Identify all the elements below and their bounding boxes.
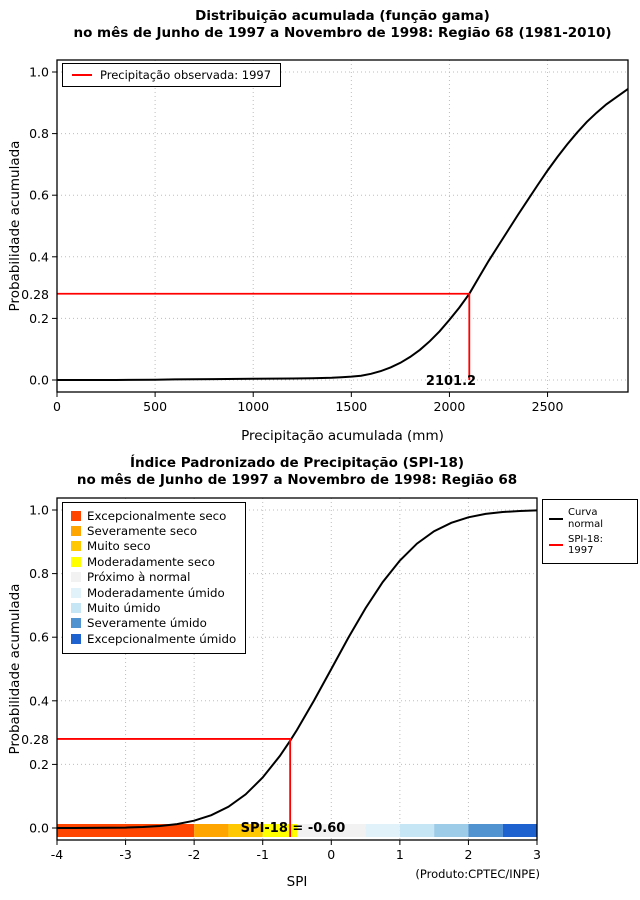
category-label: Muito seco <box>87 539 151 554</box>
plot-frame <box>56 59 629 393</box>
x-tick-label: 2 <box>464 847 472 862</box>
gamma-chart-title: Distribuição acumulada (função gama) no … <box>57 8 628 42</box>
spi-category-item: Severamente seco <box>71 523 236 538</box>
gamma-x-axis-label: Precipitação acumulada (mm) <box>241 428 444 444</box>
spi-title-line2: no mês de Junho de 1997 a Novembro de 19… <box>76 472 518 488</box>
x-tick-label: 3 <box>533 847 541 862</box>
y-tick-label: 1.0 <box>29 65 49 80</box>
category-swatch-icon <box>71 541 81 552</box>
spi-category-item: Excepcionalmente seco <box>71 508 236 523</box>
cdf-curve <box>57 88 629 381</box>
spi-category-item: Próximo à normal <box>71 570 236 585</box>
spi-line-legend: Curva normal SPI-18: 1997 <box>542 499 638 564</box>
category-label: Moderadamente úmido <box>87 585 225 600</box>
category-swatch-icon <box>71 510 81 521</box>
category-label: Excepcionalmente seco <box>87 508 227 523</box>
spi-category-item: Muito seco <box>71 539 236 554</box>
spi-x-axis-label: SPI <box>286 874 308 890</box>
observed-value-line <box>57 292 471 380</box>
category-swatch-icon <box>71 603 81 614</box>
spi-category-legend: Excepcionalmente seco Severamente seco Mui… <box>62 502 247 654</box>
category-label: Muito úmido <box>87 601 161 616</box>
spi-title-line1: Índice Padronizado de Precipitação (SPI-… <box>129 455 465 471</box>
category-swatch-icon <box>71 556 81 567</box>
y-tick-label: 0.2 <box>29 311 49 326</box>
y-tick-label: 0.0 <box>29 821 49 836</box>
legend-label: Curva normal <box>568 507 604 530</box>
gamma-title-line2: no mês de Junho de 1997 a Novembro de 19… <box>73 25 612 41</box>
x-tick-label: -3 <box>119 847 131 862</box>
x-tick-label: 1000 <box>237 399 269 414</box>
category-swatch-icon <box>71 633 81 644</box>
spi-colorbar-segment <box>262 824 297 837</box>
y-tick-label: 0.6 <box>29 630 49 645</box>
x-tick-label: -1 <box>256 847 268 862</box>
y-tick-label: 0.8 <box>29 566 49 581</box>
gamma-marker-precipitation-label: 2101.2 <box>425 374 477 389</box>
gamma-marker-probability-label: 0.28 <box>21 287 49 302</box>
legend-line-sample <box>549 544 563 546</box>
legend-line-sample <box>72 74 92 76</box>
x-tick-label: 500 <box>143 399 167 414</box>
product-credit: (Produto:CPTEC/INPE) <box>415 867 540 881</box>
spi-colorbar-segment <box>297 824 366 837</box>
category-label: Excepcionalmente úmido <box>87 631 237 646</box>
gamma-cdf-plot: 0 500 1000 1500 2000 2500 0.0 0.2 0.4 0.6 0.8 1.0 <box>29 59 629 414</box>
x-tick-label: 1 <box>396 847 404 862</box>
spi-colorbar-segment <box>468 824 503 837</box>
spi-marker-probability-label: 0.28 <box>21 732 49 747</box>
x-tick-label: 0 <box>53 399 61 414</box>
y-tick-label: 0.0 <box>29 373 49 388</box>
observed-value-line <box>57 738 292 837</box>
x-tick-label: -2 <box>188 847 200 862</box>
y-tick-label: 0.8 <box>29 126 49 141</box>
y-tick-label: 0.4 <box>29 249 49 264</box>
spi-colorbar-segment <box>194 824 229 837</box>
category-swatch-icon <box>71 587 81 598</box>
category-label: Próximo à normal <box>87 570 191 585</box>
spi-category-item: Severamente úmido <box>71 616 236 631</box>
x-tick-label: 1500 <box>335 399 367 414</box>
spi-category-item: Muito úmido <box>71 600 236 615</box>
cdf-curve <box>57 509 538 829</box>
category-swatch-icon <box>71 526 81 537</box>
x-tick-label: 2000 <box>434 399 466 414</box>
x-tick-label: -4 <box>51 847 64 862</box>
spi-colorbar-segment <box>502 824 537 837</box>
spi-category-item: Excepcionalmente úmido <box>71 631 236 646</box>
y-tick-label: 1.0 <box>29 503 49 518</box>
y-tick-label: 0.4 <box>29 693 49 708</box>
gamma-title-line1: Distribuição acumulada (função gama) <box>195 8 490 24</box>
spi-colorbar-segment <box>399 824 435 837</box>
category-label: Moderadamente seco <box>87 554 215 569</box>
spi-colorbar-segment <box>434 824 469 837</box>
spi-value-annotation: SPI-18 = -0.60 <box>240 821 346 836</box>
spi-category-item: Moderadamente seco <box>71 554 236 569</box>
category-swatch-icon <box>71 618 81 629</box>
category-swatch-icon <box>71 572 81 583</box>
legend-label: SPI-18: 1997 <box>568 534 604 556</box>
legend-line-sample <box>549 518 563 520</box>
category-label: Severamente úmido <box>87 616 207 631</box>
line-legend-item: SPI-18: 1997 <box>549 534 631 556</box>
y-tick-label: 0.2 <box>29 757 49 772</box>
category-label: Severamente seco <box>87 524 198 539</box>
x-tick-label: 0 <box>327 847 335 862</box>
spi-colorbar-segment <box>228 824 263 837</box>
y-tick-label: 0.6 <box>29 188 49 203</box>
x-tick-label: 2500 <box>532 399 564 414</box>
gamma-legend: Precipitação observada: 1997 <box>62 63 282 87</box>
spi-colorbar-segment <box>57 824 195 837</box>
line-legend-item: Curva normal <box>549 507 631 531</box>
plot-frame <box>56 497 538 841</box>
spi-category-item: Moderadamente úmido <box>71 585 236 600</box>
spi-chart-title: Índice Padronizado de Precipitação (SPI-… <box>57 455 537 489</box>
spi-colorbar-segment <box>365 824 400 837</box>
legend-label: Precipitação observada: 1997 <box>100 68 272 82</box>
